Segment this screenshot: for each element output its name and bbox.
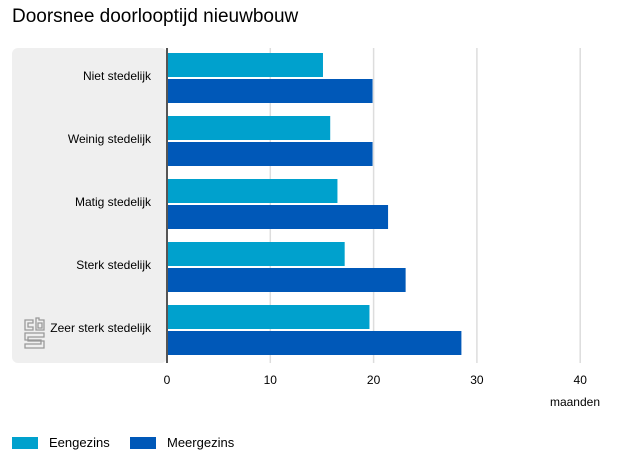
bar-eengezins <box>167 179 338 203</box>
x-tick-label: 10 <box>264 373 278 387</box>
bar-meergezins <box>167 142 373 166</box>
cbs-logo <box>24 317 45 349</box>
bar-eengezins <box>167 242 345 266</box>
bar-eengezins <box>167 53 323 77</box>
legend-label: Eengezins <box>49 435 110 450</box>
category-label: Sterk stedelijk <box>76 258 152 272</box>
legend-label: Meergezins <box>167 435 235 450</box>
bar-meergezins <box>167 331 462 355</box>
category-label: Matig stedelijk <box>75 195 152 209</box>
bar-meergezins <box>167 268 406 292</box>
x-tick-label: 0 <box>164 373 171 387</box>
legend-swatch <box>130 436 156 449</box>
legend-item-eengezins: Eengezins <box>12 435 110 450</box>
bar-eengezins <box>167 116 331 140</box>
x-axis-label: maanden <box>550 395 600 409</box>
category-label: Niet stedelijk <box>83 69 152 83</box>
bar-eengezins <box>167 305 370 329</box>
chart-title: Doorsnee doorlooptijd nieuwbouw <box>12 6 299 27</box>
bar-meergezins <box>167 79 373 103</box>
category-panel <box>12 48 167 363</box>
category-label: Zeer sterk stedelijk <box>50 321 152 335</box>
category-label: Weinig stedelijk <box>68 132 152 146</box>
x-tick-label: 40 <box>574 373 588 387</box>
legend-swatch <box>12 436 38 449</box>
legend-item-meergezins: Meergezins <box>130 435 234 450</box>
x-tick-label: 30 <box>470 373 484 387</box>
bar-meergezins <box>167 205 389 229</box>
x-tick-label: 20 <box>367 373 381 387</box>
